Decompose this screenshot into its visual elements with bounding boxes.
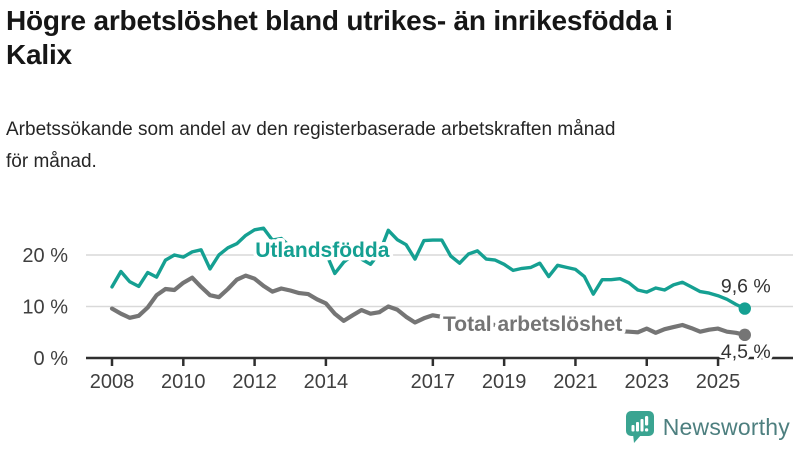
y-tick-label: 10 %: [22, 297, 68, 319]
series-line-utlandsf-dda: [110, 226, 747, 311]
y-tick-label: 0 %: [34, 348, 69, 370]
x-tick-label: 2019: [482, 371, 527, 393]
series-end-dot: [738, 328, 751, 342]
chart-subtitle: Arbetssökande som andel av den registerb…: [6, 114, 794, 178]
newsworthy-chart-bubble-icon: [625, 411, 654, 443]
x-tick-label: 2021: [553, 371, 598, 393]
x-tick-label: 2023: [625, 371, 670, 393]
chart-title-line1: Högre arbetslöshet bland utrikes- än inr…: [6, 5, 673, 36]
chart-title-line2: Kalix: [6, 39, 72, 70]
y-tick-label: 20 %: [22, 245, 68, 267]
x-tick-label: 2017: [411, 371, 456, 393]
x-tick-label: 2012: [232, 371, 277, 393]
series-line-total-arbetsl-shet: [109, 273, 747, 337]
end-value-label: 9,6 %: [721, 276, 771, 298]
series-label-utlandsf-dda: Utlandsfödda: [255, 239, 389, 262]
series-label-total-arbetsl-shet: Total arbetslöshet: [443, 313, 622, 336]
end-value-label: 4,5 %: [721, 341, 771, 363]
x-tick-label: 2008: [90, 371, 135, 393]
x-tick-label: 2025: [696, 371, 741, 393]
chart-subtitle-line2: för månad.: [6, 151, 97, 172]
newsworthy-logo-text: Newsworthy: [662, 413, 790, 440]
chart-title: Högre arbetslöshet bland utrikes- än inr…: [6, 4, 796, 72]
x-tick-label: 2014: [304, 371, 349, 393]
x-tick-label: 2010: [161, 371, 206, 393]
chart-subtitle-line1: Arbetssökande som andel av den registerb…: [6, 119, 616, 140]
series-end-dot: [738, 302, 751, 315]
newsworthy-logo: Newsworthy: [625, 410, 790, 444]
